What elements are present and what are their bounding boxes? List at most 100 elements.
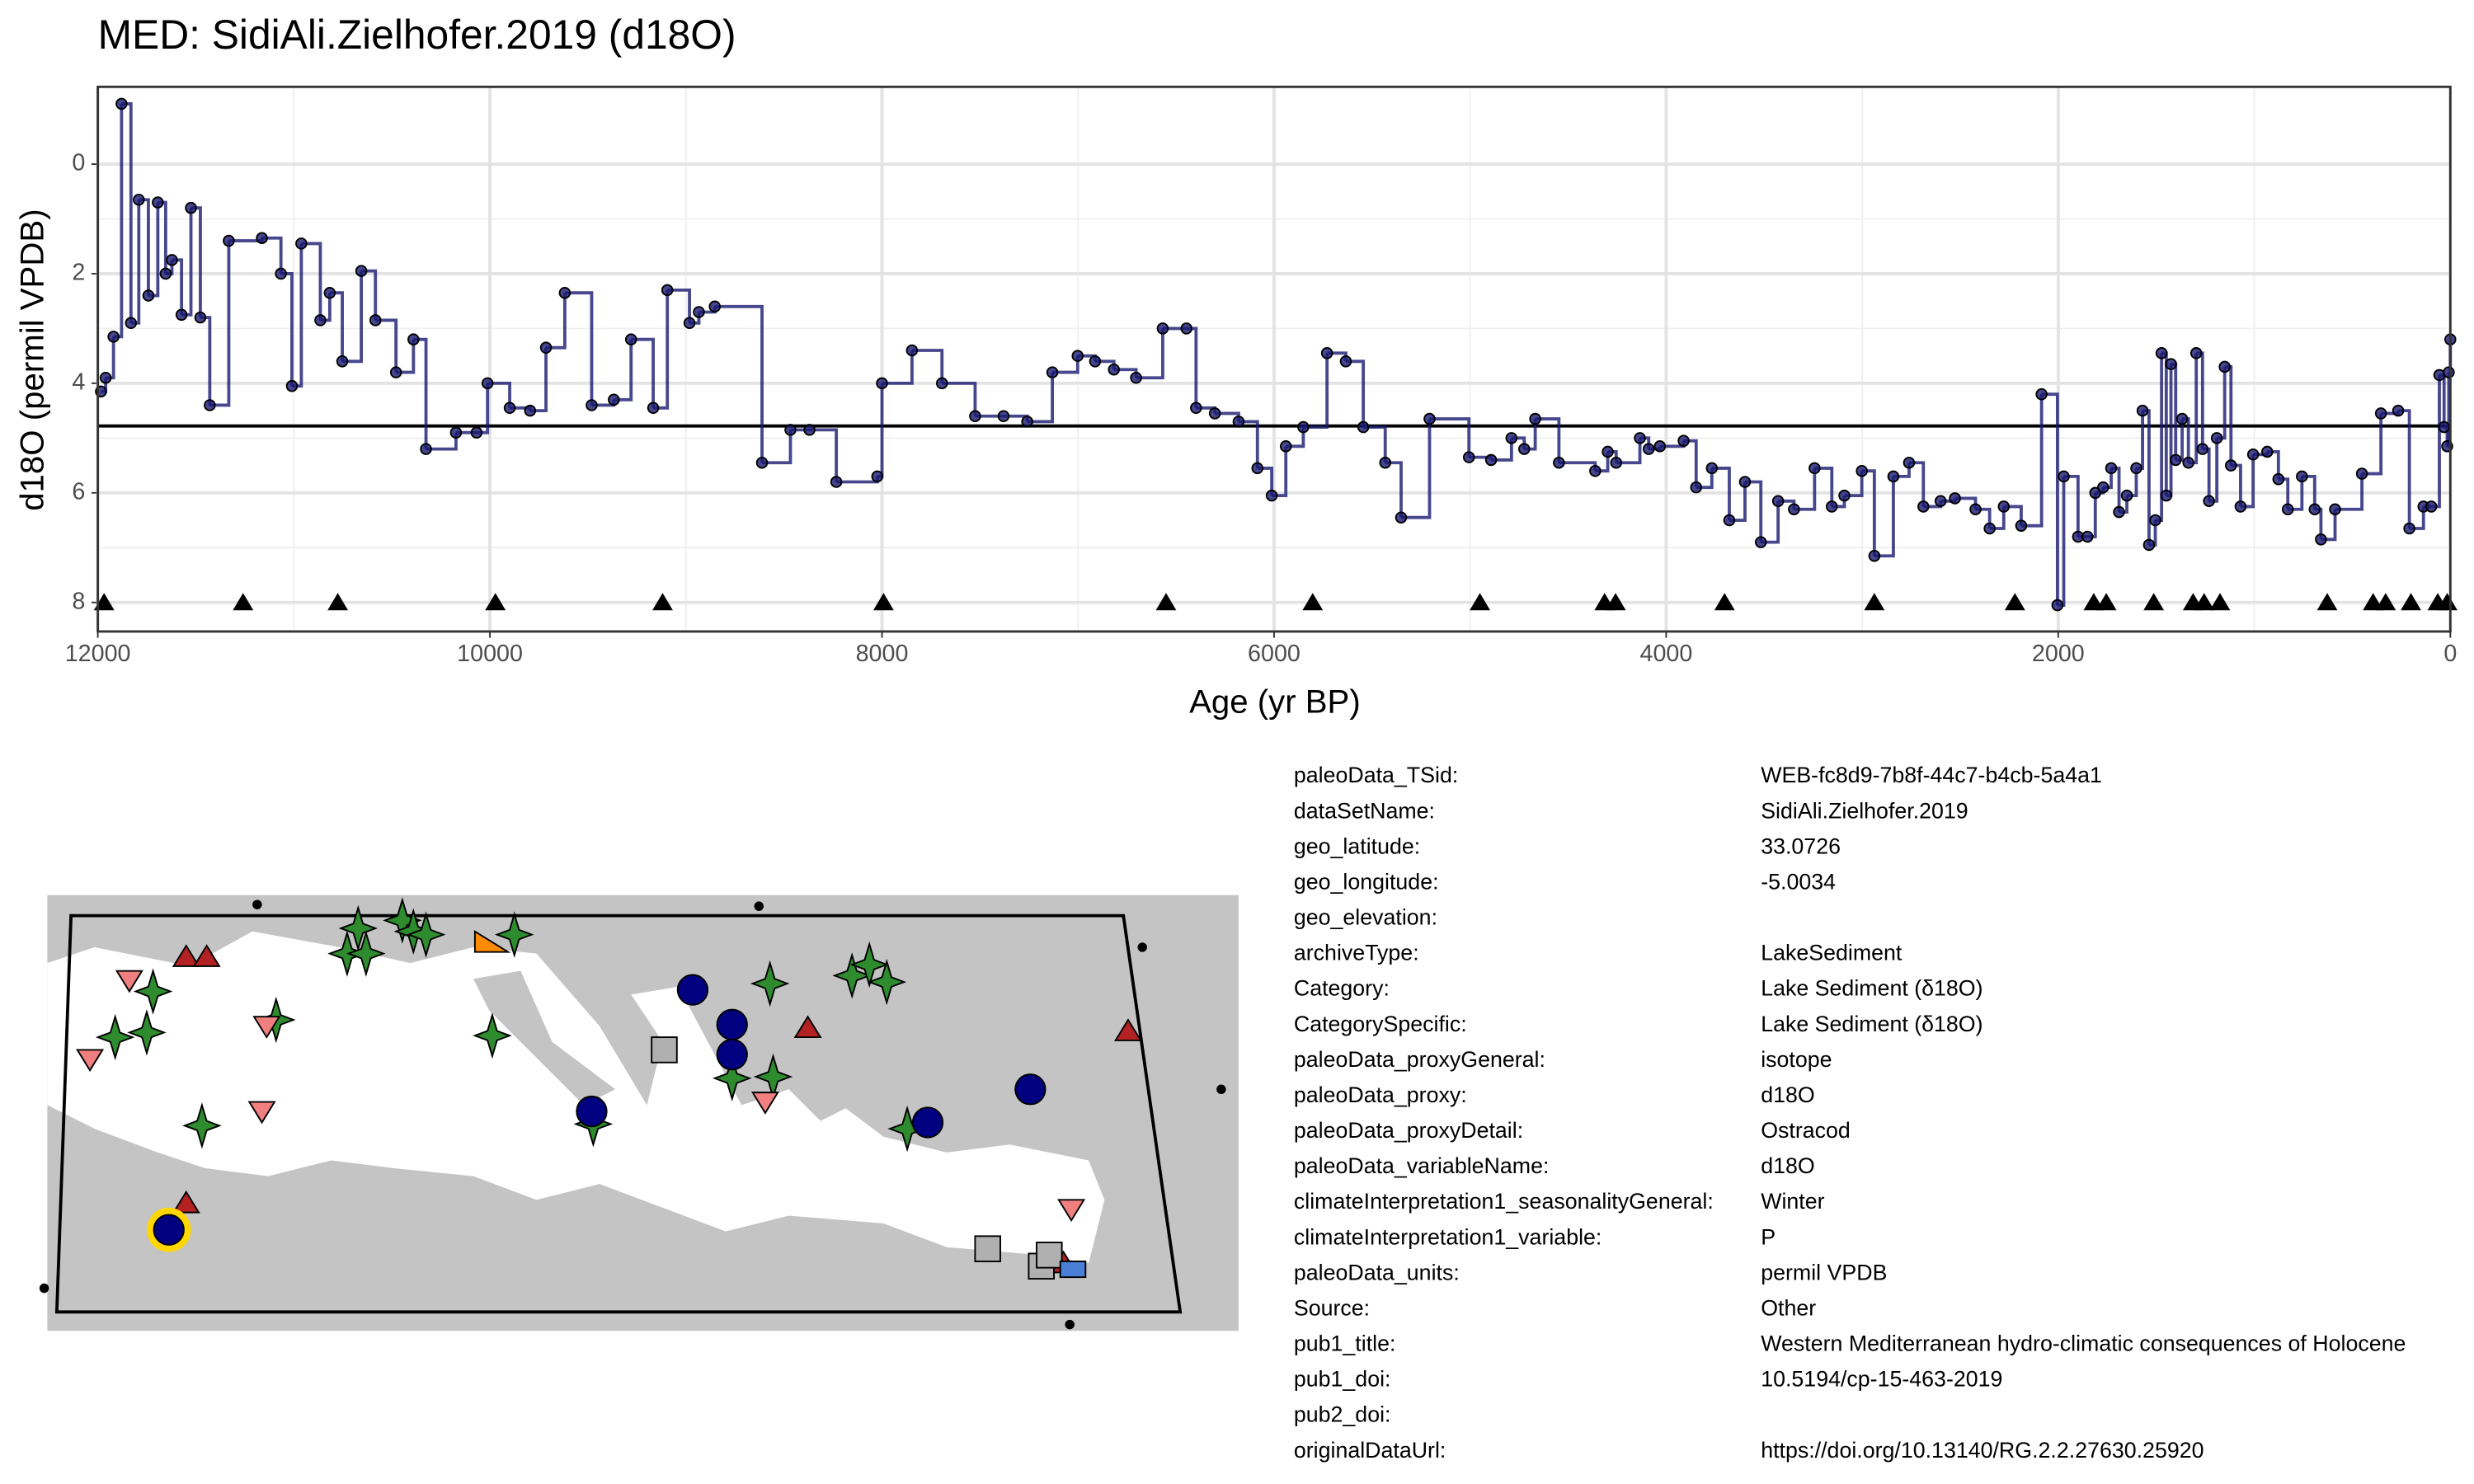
data-point [2051, 599, 2064, 612]
map-marker-star [750, 960, 790, 1007]
data-point [152, 196, 164, 209]
data-point [2315, 533, 2327, 546]
panel-border [96, 85, 2452, 633]
step-segment [1491, 438, 1513, 462]
data-point [683, 317, 696, 330]
data-point [1642, 443, 1655, 455]
meta-key: paleoData_proxyDetail: [1294, 1118, 1523, 1143]
meta-value: LakeSediment [1761, 941, 1903, 965]
map-marker-circle [576, 1095, 608, 1128]
age-control-marker [1155, 593, 1177, 611]
data-point [2097, 481, 2109, 494]
data-point [175, 308, 188, 322]
data-point [285, 379, 299, 392]
data-point [355, 265, 368, 277]
data-point [935, 377, 948, 390]
data-point [2120, 489, 2133, 502]
meta-key: Source: [1294, 1295, 1370, 1320]
data-point [2035, 387, 2048, 401]
meta-value: 33.0726 [1761, 834, 1841, 858]
data-point [1190, 402, 1202, 415]
data-point [369, 314, 382, 326]
age-control-marker [1864, 593, 1885, 611]
data-point [1339, 355, 1352, 368]
meta-key: archiveType: [1294, 941, 1419, 965]
map-marker-circle [911, 1106, 944, 1139]
meta-value: P [1761, 1224, 1776, 1249]
step-segment [1535, 417, 1561, 463]
data-point [223, 234, 235, 247]
data-point [1723, 514, 1736, 527]
data-point [1423, 412, 1436, 425]
data-point [1917, 500, 1930, 513]
map-marker-triangle [192, 944, 221, 967]
map-marker-square [974, 1235, 1001, 1262]
data-point [2015, 519, 2028, 532]
data-point [2425, 500, 2438, 513]
data-point [2155, 347, 2168, 359]
data-point [1868, 549, 1881, 562]
data-point [1089, 355, 1102, 368]
step-segment [1401, 419, 1432, 519]
data-point [661, 284, 674, 297]
y-tick-label: 8 [72, 588, 85, 614]
map-marker-triangle [1113, 1018, 1143, 1041]
data-point [336, 355, 349, 368]
data-point [2281, 503, 2294, 516]
meta-key: originalDataUrl: [1294, 1438, 1446, 1463]
step-segment [714, 304, 764, 463]
data-point [407, 333, 420, 345]
x-tick-label: 12000 [65, 641, 131, 667]
data-point [1788, 503, 1800, 516]
data-point [2113, 505, 2125, 519]
data-point [1279, 440, 1292, 453]
map-dot [252, 899, 262, 909]
y-tick-label: 4 [72, 369, 85, 395]
data-point [1395, 511, 1408, 524]
y-axis-title: d18O (permil VPDB) [14, 209, 51, 510]
step-segment [809, 428, 839, 482]
meta-key: CategorySpecific: [1294, 1012, 1467, 1036]
step-segment [301, 242, 322, 321]
map-marker-circle [1014, 1073, 1047, 1106]
data-point [1379, 456, 1392, 469]
data-point [1808, 462, 1821, 475]
data-point [586, 399, 598, 411]
data-point [107, 331, 120, 343]
data-point [420, 443, 432, 455]
map-marker-circle [716, 1008, 748, 1040]
data-point [1462, 451, 1475, 463]
meta-value: permil VPDB [1761, 1260, 1887, 1284]
data-point [481, 377, 494, 390]
data-point [830, 476, 843, 488]
data-point [2169, 453, 2182, 467]
data-point [2374, 407, 2387, 420]
map-marker-star [127, 1009, 167, 1056]
data-point [997, 410, 1010, 423]
data-point [194, 311, 207, 324]
data-point [1677, 434, 1690, 447]
meta-value: Lake Sediment (δ18O) [1761, 976, 1982, 1001]
step-segment [2447, 372, 2451, 448]
age-control-marker [2194, 593, 2215, 611]
data-point [1690, 481, 1703, 494]
data-point [159, 267, 172, 280]
data-point [2189, 347, 2203, 359]
meta-key: paleoData_TSid: [1294, 763, 1458, 787]
map-marker-star [338, 904, 379, 952]
map-marker-triangle [115, 970, 143, 993]
map-marker-circle [153, 1214, 185, 1246]
age-control-marker [2437, 593, 2458, 611]
meta-value: Lake Sediment (δ18O) [1761, 1012, 1982, 1036]
meta-value: Ostracod [1761, 1118, 1851, 1143]
data-point [2225, 459, 2237, 472]
step-segment [1136, 328, 1164, 380]
data-point [449, 426, 463, 439]
data-point [2392, 404, 2405, 417]
step-segment [2335, 473, 2363, 511]
x-tick-label: 6000 [1248, 641, 1300, 667]
meta-key: geo_latitude: [1294, 834, 1420, 858]
data-point [539, 341, 553, 354]
meta-key: climateInterpretation1_variable: [1294, 1224, 1602, 1249]
